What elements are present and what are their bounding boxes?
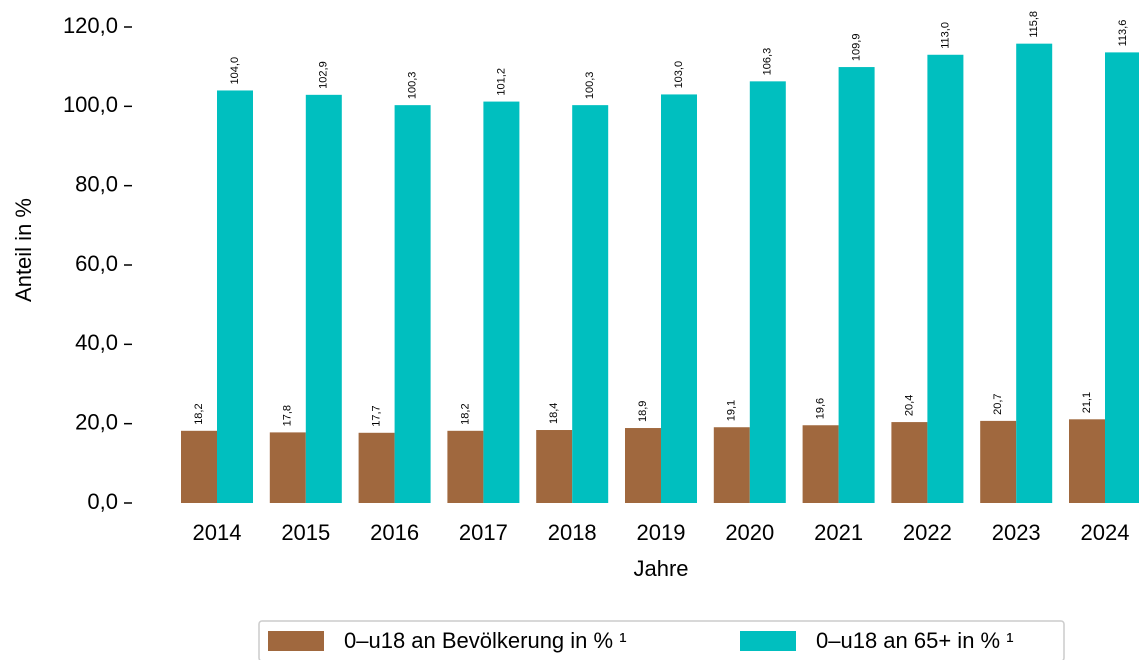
x-tick-label: 2020: [725, 520, 774, 545]
y-tick-label: 80,0: [75, 171, 118, 196]
y-tick-label: 60,0: [75, 251, 118, 276]
legend-label: 0–u18 an Bevölkerung in % ¹: [344, 628, 627, 653]
value-label: 109,9: [851, 34, 863, 62]
x-tick-label: 2014: [193, 520, 242, 545]
value-label: 100,3: [407, 72, 419, 100]
x-tick-label: 2024: [1081, 520, 1130, 545]
value-label: 17,8: [282, 405, 294, 426]
value-label: 21,1: [1081, 392, 1093, 413]
y-axis-title: Anteil in %: [11, 198, 36, 302]
x-tick-label: 2016: [370, 520, 419, 545]
value-label: 18,2: [193, 403, 205, 424]
bar: [927, 54, 964, 504]
y-tick-label: 120,0: [63, 13, 118, 38]
bar: [661, 94, 697, 503]
value-label: 18,4: [548, 403, 560, 424]
bar: [394, 105, 431, 503]
value-label: 103,0: [673, 61, 685, 89]
legend-swatch: [268, 631, 324, 651]
x-tick-label: 2019: [637, 520, 686, 545]
bar: [358, 432, 395, 503]
value-label: 113,6: [1117, 20, 1129, 47]
value-label: 20,7: [992, 393, 1004, 414]
bar: [447, 430, 484, 503]
x-tick-label: 2018: [548, 520, 597, 545]
bar: [269, 432, 306, 503]
legend-label: 0–u18 an 65+ in % ¹: [816, 628, 1014, 653]
bar: [802, 425, 839, 503]
bar: [980, 420, 1017, 503]
y-tick-label: 40,0: [75, 330, 118, 355]
value-label: 102,9: [318, 61, 330, 89]
value-label: 100,3: [584, 72, 596, 100]
value-label: 18,9: [637, 401, 649, 422]
y-tick-label: 0,0: [87, 489, 118, 514]
y-tick-label: 20,0: [75, 409, 118, 434]
value-label: 106,3: [762, 48, 774, 76]
legend-box: [258, 620, 1065, 660]
bar: [483, 101, 520, 503]
legend-swatch: [740, 631, 796, 651]
value-label: 20,4: [903, 395, 915, 416]
bar: [572, 105, 609, 503]
bar: [625, 428, 661, 503]
bar: [713, 427, 750, 503]
bar: [181, 430, 217, 503]
bar: [891, 422, 928, 503]
x-axis-title: Jahre: [633, 556, 688, 581]
y-tick-label: 100,0: [63, 92, 118, 117]
x-tick-label: 2015: [281, 520, 330, 545]
bar: [305, 94, 342, 503]
value-label: 113,0: [939, 22, 951, 49]
bar: [536, 430, 573, 503]
bar: [1105, 52, 1139, 504]
bar: [217, 90, 253, 503]
value-label: 115,8: [1028, 11, 1040, 38]
value-label: 19,1: [726, 400, 738, 421]
value-label: 101,2: [495, 68, 507, 96]
bar: [1016, 43, 1053, 503]
x-tick-label: 2017: [459, 520, 508, 545]
bar: [749, 81, 786, 504]
value-label: 104,0: [229, 57, 241, 85]
x-tick-label: 2023: [992, 520, 1041, 545]
value-label: 17,7: [371, 405, 383, 426]
x-tick-label: 2021: [814, 520, 863, 545]
bar: [838, 67, 875, 504]
value-label: 19,6: [815, 398, 827, 419]
value-label: 18,2: [459, 403, 471, 424]
x-tick-label: 2022: [903, 520, 952, 545]
bar: [1069, 419, 1105, 503]
